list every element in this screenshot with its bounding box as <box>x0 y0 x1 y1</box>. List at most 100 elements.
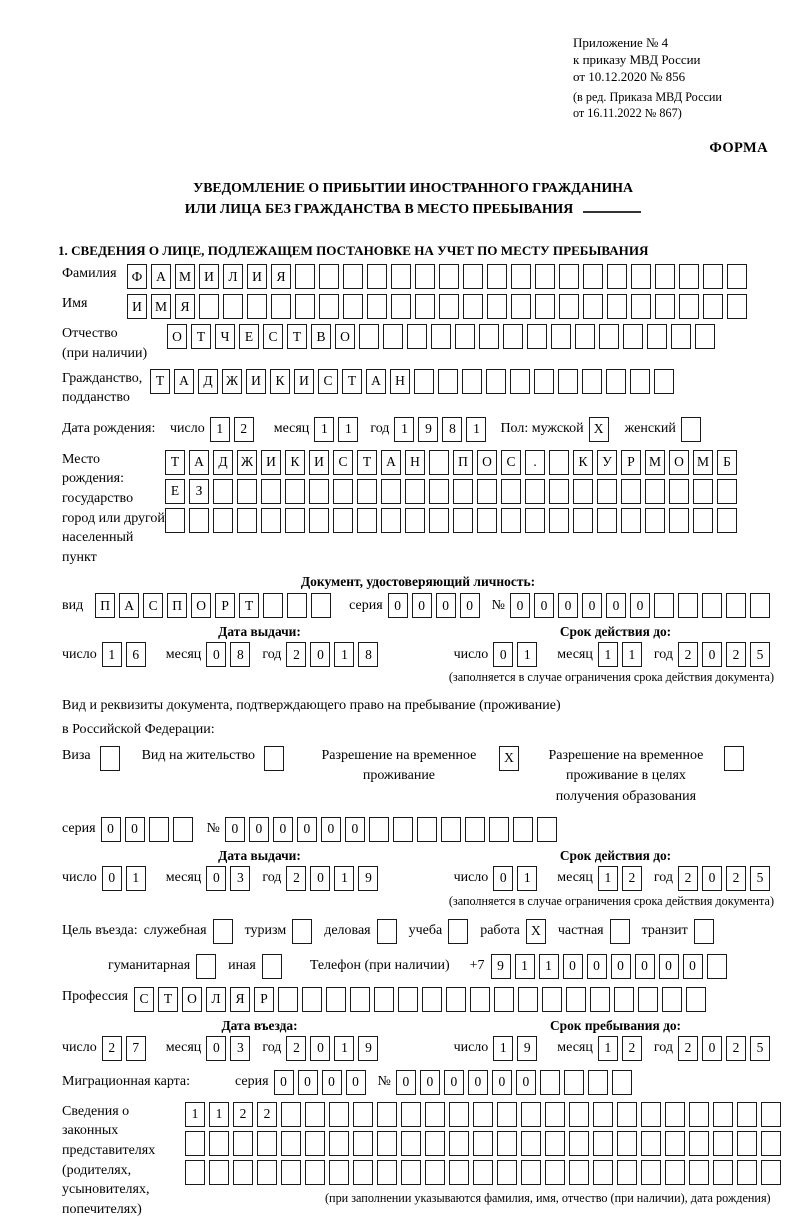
form-cell <box>285 507 305 533</box>
day-label: число <box>453 1040 489 1056</box>
form-cell <box>343 264 363 290</box>
year-label: год <box>370 421 390 437</box>
form-cell: 1 <box>517 865 538 891</box>
year-label: год <box>653 1040 673 1056</box>
form-cell: 0 <box>100 816 121 842</box>
option-visa: Виза <box>62 745 120 771</box>
form-cell: 0 <box>610 953 631 979</box>
stay-until-header: Срок пребывания до: <box>549 1017 681 1033</box>
form-cell: 0 <box>606 593 626 619</box>
purpose-row2: гуманитарная иная Телефон (при наличии) … <box>108 953 774 979</box>
form-cell: М <box>645 449 665 475</box>
patronymic-label: Отчество (при наличии) <box>62 326 148 362</box>
form-cell: 1 <box>621 642 642 668</box>
form-cell: 0 <box>419 1069 440 1095</box>
form-cell <box>566 986 586 1012</box>
issue-date-header: Дата выдачи: <box>218 624 301 640</box>
form-cell <box>521 1159 541 1185</box>
form-cell <box>305 1101 325 1127</box>
form-cell <box>199 294 219 320</box>
day-label: число <box>62 646 97 662</box>
birthplace-block: Место рождения: государство город или др… <box>62 449 774 568</box>
form-cell <box>494 986 514 1012</box>
form-cell <box>693 507 713 533</box>
form-cell <box>333 478 353 504</box>
form-cell: Ч <box>215 324 235 350</box>
form-cell: Т <box>150 368 170 394</box>
form-cell <box>305 1159 325 1185</box>
form-cell <box>669 507 689 533</box>
form-cell: П <box>453 449 473 475</box>
form-cell: К <box>573 449 593 475</box>
form-cell <box>641 1101 661 1127</box>
form-cell: 2 <box>286 642 307 668</box>
form-cell: 3 <box>230 865 251 891</box>
form-cell <box>439 294 459 320</box>
form-cell <box>368 816 389 842</box>
form-cell: О <box>182 986 202 1012</box>
form-cell: В <box>311 324 331 350</box>
form-cell: 1 <box>597 865 618 891</box>
purpose-private-checkbox <box>609 918 630 944</box>
form-cell <box>473 1159 493 1185</box>
form-cell: 0 <box>387 593 408 619</box>
form-cell <box>278 986 298 1012</box>
form-cell <box>525 507 545 533</box>
citizenship-label: Гражданство, подданство <box>62 370 143 406</box>
purpose-work-label: работа <box>480 923 520 939</box>
form-cell: 0 <box>310 865 331 891</box>
form-cell <box>353 1159 373 1185</box>
form-cell: О <box>191 593 212 619</box>
form-cell <box>391 294 411 320</box>
form-cell <box>455 324 475 350</box>
form-cell <box>631 264 651 290</box>
form-cell <box>233 1130 253 1156</box>
form-cell <box>416 816 437 842</box>
form-cell: 2 <box>257 1101 277 1127</box>
form-cell: 0 <box>702 1035 722 1061</box>
form-cell <box>446 986 466 1012</box>
form-cell <box>381 507 401 533</box>
day-label: число <box>62 1040 97 1056</box>
form-cell: 0 <box>534 593 554 619</box>
form-cell: И <box>294 368 314 394</box>
form-cell: Р <box>215 593 236 619</box>
doc-series-label: серия <box>349 597 383 613</box>
form-cell <box>453 507 473 533</box>
sex-male-checkbox: X <box>588 416 609 442</box>
form-cell <box>357 478 377 504</box>
appendix-line: к приказу МВД России <box>573 52 701 68</box>
form-cell <box>319 294 339 320</box>
form-cell: 0 <box>493 642 514 668</box>
form-cell: 0 <box>562 953 583 979</box>
form-cell <box>607 264 627 290</box>
form-cell <box>689 1130 709 1156</box>
form-cell <box>497 1130 517 1156</box>
revision-block: (в ред. Приказа МВД России от 16.11.2022… <box>573 90 768 121</box>
form-cell: С <box>333 449 353 475</box>
form-cell <box>237 507 257 533</box>
form-cell <box>549 449 569 475</box>
form-cell <box>611 1069 632 1095</box>
doc-kind-label: вид <box>62 597 84 613</box>
form-cell: 0 <box>101 865 122 891</box>
form-cell: 8 <box>442 416 463 442</box>
form-cell <box>486 368 506 394</box>
form-cell: 0 <box>297 1069 318 1095</box>
sex-female-label: женский <box>624 421 676 437</box>
form-cell <box>501 478 521 504</box>
form-cell <box>503 324 523 350</box>
form-cell: 2 <box>101 1035 122 1061</box>
form-cell <box>717 507 737 533</box>
form-cell <box>645 507 665 533</box>
form-cell <box>377 1101 397 1127</box>
form-cell: Я <box>175 294 195 320</box>
form-cell <box>295 294 315 320</box>
form-cell: 0 <box>273 1069 294 1095</box>
form-cell <box>401 1101 421 1127</box>
